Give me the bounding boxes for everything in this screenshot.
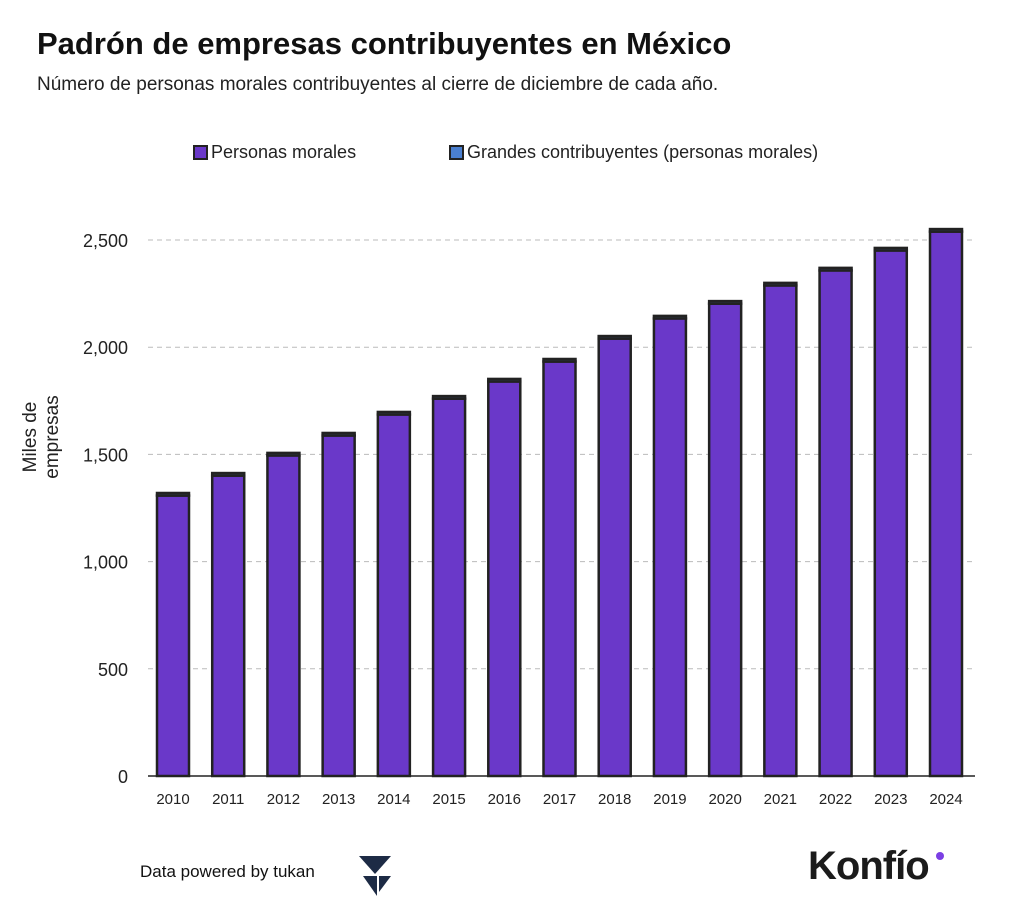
x-tick-label: 2011	[212, 791, 244, 808]
legend-swatch	[449, 145, 464, 160]
x-tick-label: 2022	[819, 791, 852, 808]
bar-personas-morales-2020	[707, 302, 743, 778]
bar-grandes-contribuyentes-2017	[542, 357, 577, 363]
y-tick-label: 2,500	[83, 231, 128, 251]
bar-personas-morales-2011	[210, 474, 246, 778]
bar-personas-morales-2017	[542, 360, 577, 778]
bar-personas-morales-2013	[321, 434, 356, 778]
x-tick-label: 2012	[267, 791, 300, 808]
x-tick-label: 2021	[764, 791, 797, 808]
bar-personas-morales-2012	[266, 454, 301, 778]
bar-personas-morales-2022	[818, 269, 853, 778]
chart-subtitle: Número de personas morales contribuyente…	[37, 74, 719, 95]
bar-grandes-contribuyentes-2014	[376, 410, 412, 416]
legend-item-personas-morales: Personas morales	[193, 142, 356, 163]
x-tick-label: 2019	[653, 791, 686, 808]
x-tick-label: 2014	[377, 791, 410, 808]
footer-credit: Data powered by tukan	[140, 862, 315, 881]
chart-title: Padrón de empresas contribuyentes en Méx…	[37, 26, 732, 61]
bar-grandes-contribuyentes-2021	[763, 281, 798, 287]
konfio-logo: Konfío	[808, 844, 930, 888]
bar-personas-morales-2010	[155, 494, 191, 778]
y-tick-label: 500	[98, 660, 128, 680]
y-tick-label: 2,000	[83, 338, 128, 358]
y-tick-label: 1,500	[83, 445, 128, 465]
tukan-logo-icon	[359, 856, 391, 896]
konfio-logo-dot	[936, 852, 944, 860]
bar-grandes-contribuyentes-2012	[266, 451, 301, 457]
bar-personas-morales-2023	[873, 249, 909, 778]
x-tick-label: 2015	[432, 791, 465, 808]
x-tick-label: 2013	[322, 791, 355, 808]
x-tick-label: 2010	[156, 791, 189, 808]
bar-grandes-contribuyentes-2024	[928, 227, 964, 233]
bar-grandes-contribuyentes-2010	[155, 491, 191, 497]
bar-grandes-contribuyentes-2023	[873, 246, 909, 252]
y-tick-label: 0	[118, 767, 128, 787]
y-tick-label: 1,000	[83, 553, 128, 573]
x-tick-label: 2023	[874, 791, 907, 808]
bar-personas-morales-2014	[376, 413, 412, 778]
bar-personas-morales-2019	[652, 317, 688, 778]
bar-grandes-contribuyentes-2011	[210, 471, 246, 477]
legend-item-grandes: Grandes contribuyentes (personas morales…	[449, 142, 818, 163]
legend-label: Personas morales	[211, 142, 357, 162]
bar-grandes-contribuyentes-2015	[431, 394, 467, 400]
bar-grandes-contribuyentes-2013	[321, 431, 356, 437]
bar-personas-morales-2016	[487, 380, 522, 778]
bar-personas-morales-2015	[431, 397, 467, 778]
x-tick-label: 2018	[598, 791, 631, 808]
bar-grandes-contribuyentes-2018	[597, 334, 632, 340]
x-tick-label: 2017	[543, 791, 576, 808]
bar-personas-morales-2021	[763, 284, 798, 778]
legend-label: Grandes contribuyentes (personas morales…	[467, 142, 819, 162]
bar-grandes-contribuyentes-2019	[652, 314, 688, 320]
legend-swatch	[193, 145, 208, 160]
x-tick-label: 2016	[488, 791, 521, 808]
bar-grandes-contribuyentes-2020	[707, 299, 743, 305]
bar-grandes-contribuyentes-2016	[487, 377, 522, 383]
x-tick-label: 2024	[929, 791, 962, 808]
bar-personas-morales-2018	[597, 337, 632, 778]
x-tick-label: 2020	[708, 791, 741, 808]
bar-personas-morales-2024	[928, 230, 964, 778]
bar-grandes-contribuyentes-2022	[818, 266, 853, 272]
